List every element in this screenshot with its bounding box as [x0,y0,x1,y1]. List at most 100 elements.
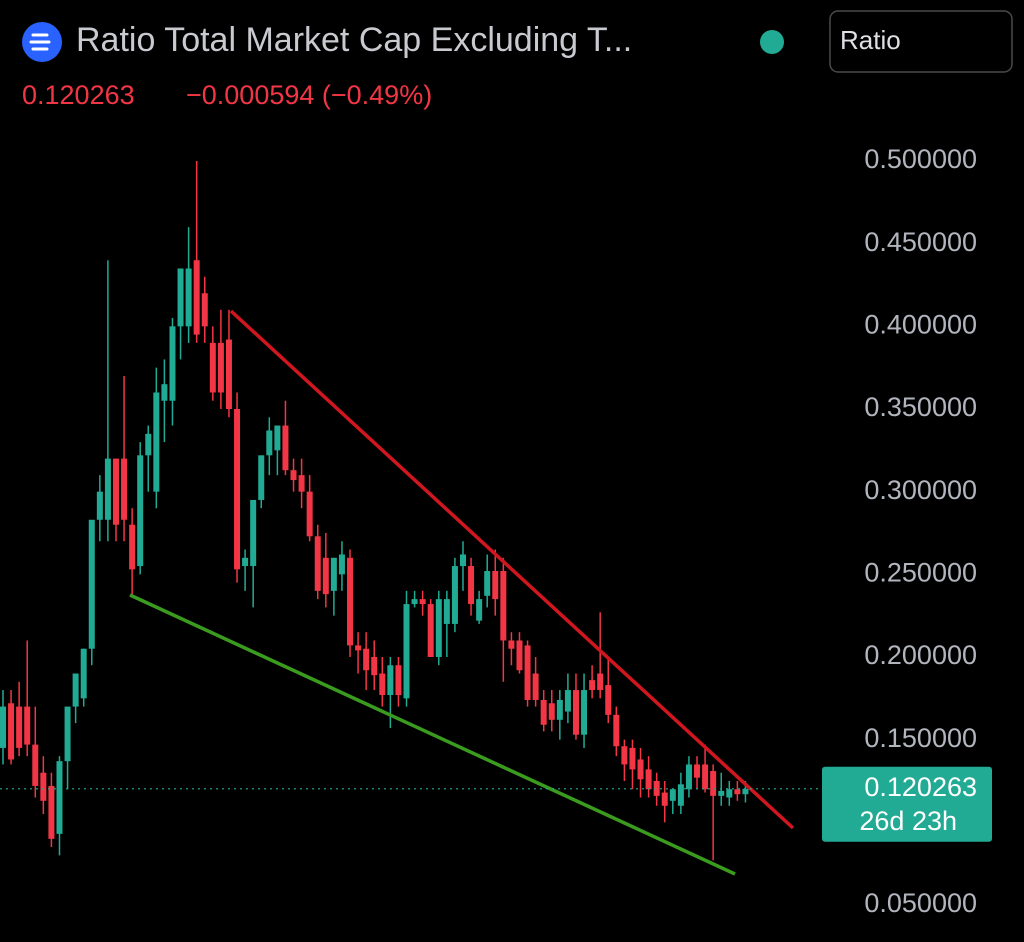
symbol-title[interactable]: Ratio Total Market Cap Excluding T... [76,21,632,59]
candle-body [661,792,668,806]
candle-body [395,665,402,696]
candle-body [96,491,103,520]
candle-body [589,680,596,691]
candle-body [88,519,95,649]
y-tick-label: 0.250000 [864,557,977,587]
candle-body [338,554,345,575]
candle-body [540,699,547,725]
candle-body [669,789,676,801]
y-tick-label: 0.300000 [864,475,977,505]
price-tag-value: 0.120263 [864,772,977,802]
last-price: 0.120263 [22,80,135,110]
scale-button[interactable] [829,10,1013,73]
candle-body [605,685,612,715]
candle-body [435,599,442,657]
support-trendline [129,593,736,876]
candle-body [645,769,652,790]
candle-body [484,571,491,596]
candle-body [451,566,458,624]
resistance-trendline [229,309,795,830]
candle-body [363,648,370,671]
candle-body [685,764,692,790]
scale-button-label[interactable]: Ratio [840,25,901,55]
market-status-dot[interactable] [760,30,784,54]
candle-body [468,566,475,605]
candle-body [72,673,79,707]
y-tick-label: 0.350000 [864,392,977,422]
candle-body [250,499,257,567]
candle-body [726,789,733,798]
candle-body [613,714,620,747]
candle-body [242,557,249,567]
candle-body [0,706,6,748]
candle-body [718,790,725,796]
candle-body [48,785,55,839]
candle-body [153,392,160,492]
candle-body [379,673,386,696]
candle-body [419,599,426,605]
candle-body [387,665,394,696]
logo-glyph [29,33,51,51]
candle-body [347,557,354,646]
candle-body [548,703,555,720]
candle-body [177,268,184,327]
candle-body [710,771,717,796]
candle-body [225,339,232,410]
y-tick-label: 0.450000 [864,227,977,257]
candle-body [290,470,297,481]
candle-body [476,599,483,621]
candle-body [282,425,289,471]
y-tick-label: 0.500000 [864,144,977,174]
candle-body [556,699,563,720]
y-tick-label: 0.150000 [864,723,977,753]
price-change: −0.000594 (−0.49%) [186,80,432,110]
candle-body [306,491,313,537]
candle-body [581,690,588,735]
candle-body [322,557,329,595]
candle-body [637,759,644,780]
candle-body [572,690,579,735]
candle-body [532,673,539,700]
y-tick-label: 0.200000 [864,640,977,670]
candle-body [169,326,176,401]
candle-body [217,342,224,393]
price-tag [822,766,992,842]
candle-body [742,788,749,795]
candle-body [314,536,321,591]
candle-body [702,764,709,790]
candle-body [629,747,636,770]
candle-body [734,789,741,795]
candle-body [443,599,450,624]
candle-body [492,571,499,600]
candle-body [621,746,628,765]
candle-body [40,772,47,801]
candle-body [266,430,273,456]
candle-body [597,673,604,691]
candle-body [129,524,136,570]
candle-body [234,409,241,570]
candle-body [64,706,71,762]
candle-body [201,293,208,327]
candle-body [185,268,192,327]
candle-body [427,604,434,657]
candle-body [516,640,523,671]
candle-body [258,455,265,500]
candle-body [121,458,128,520]
candle-body [161,384,168,401]
overlay: 0.050000 0.150000 0.200000 0.250000 0.300000… [0,144,992,918]
y-tick-label: 0.050000 [864,888,977,918]
candle-body [32,744,39,786]
candle-body [80,648,87,699]
candle-body [355,645,362,651]
candle-body [653,780,660,796]
candle-body [524,645,531,700]
candle-body [145,433,152,456]
bar-countdown: 26d 23h [859,806,957,836]
candle-body [137,455,144,567]
y-tick-label: 0.400000 [864,309,977,339]
candle-body [694,764,701,778]
candle-body [500,571,507,641]
candle-body [112,458,119,525]
candle-body [104,458,111,520]
